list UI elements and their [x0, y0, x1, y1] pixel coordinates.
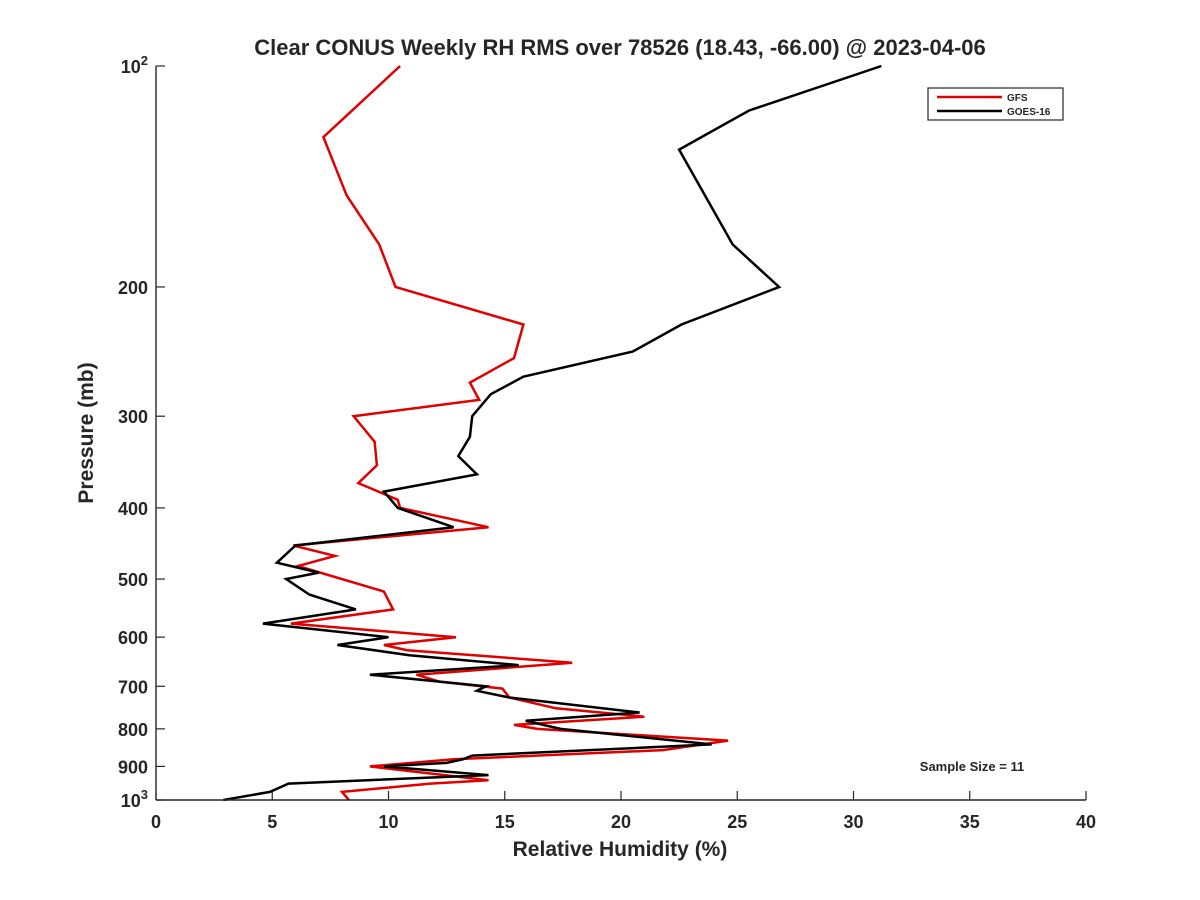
series-layer — [223, 64, 882, 802]
x-tick-label: 5 — [267, 812, 277, 832]
x-tick-label: 35 — [960, 812, 980, 832]
x-tick-label: 0 — [151, 812, 161, 832]
legend-label-gfs: GFS — [1007, 93, 1028, 104]
series-line-goes-16 — [223, 64, 882, 802]
y-tick-label: 200 — [118, 278, 148, 298]
x-axis-label: Relative Humidity (%) — [513, 838, 728, 861]
legend-box — [927, 87, 1064, 121]
y-tick-label: 103 — [121, 787, 148, 811]
y-tick-label: 800 — [118, 720, 148, 740]
x-ticks: 0 5 10 15 20 25 30 35 40 — [151, 791, 1096, 832]
legend: GFS GOES-16 — [927, 87, 1064, 121]
y-tick-label: 400 — [118, 499, 148, 519]
y-tick-label: 700 — [118, 677, 148, 697]
x-tick-label: 10 — [378, 812, 398, 832]
x-tick-label: 25 — [727, 812, 747, 832]
series-line-gfs — [290, 65, 729, 801]
y-ticks: 102 200 300 400 500 600 700 800 900 103 — [118, 53, 165, 811]
x-tick-label: 15 — [495, 812, 515, 832]
x-tick-label: 30 — [843, 812, 863, 832]
y-tick-label: 300 — [118, 407, 148, 427]
y-tick-label: 600 — [118, 628, 148, 648]
y-axis-label: Pressure (mb) — [75, 362, 98, 503]
sample-size-annotation: Sample Size = 11 — [920, 759, 1024, 774]
x-tick-label: 40 — [1076, 812, 1096, 832]
x-tick-label: 20 — [611, 812, 631, 832]
y-tick-label: 102 — [121, 53, 148, 77]
y-tick-label: 500 — [118, 570, 148, 590]
chart-title: Clear CONUS Weekly RH RMS over 78526 (18… — [254, 35, 986, 60]
y-tick-label: 900 — [118, 757, 148, 777]
legend-label-goes-16: GOES-16 — [1007, 107, 1051, 118]
